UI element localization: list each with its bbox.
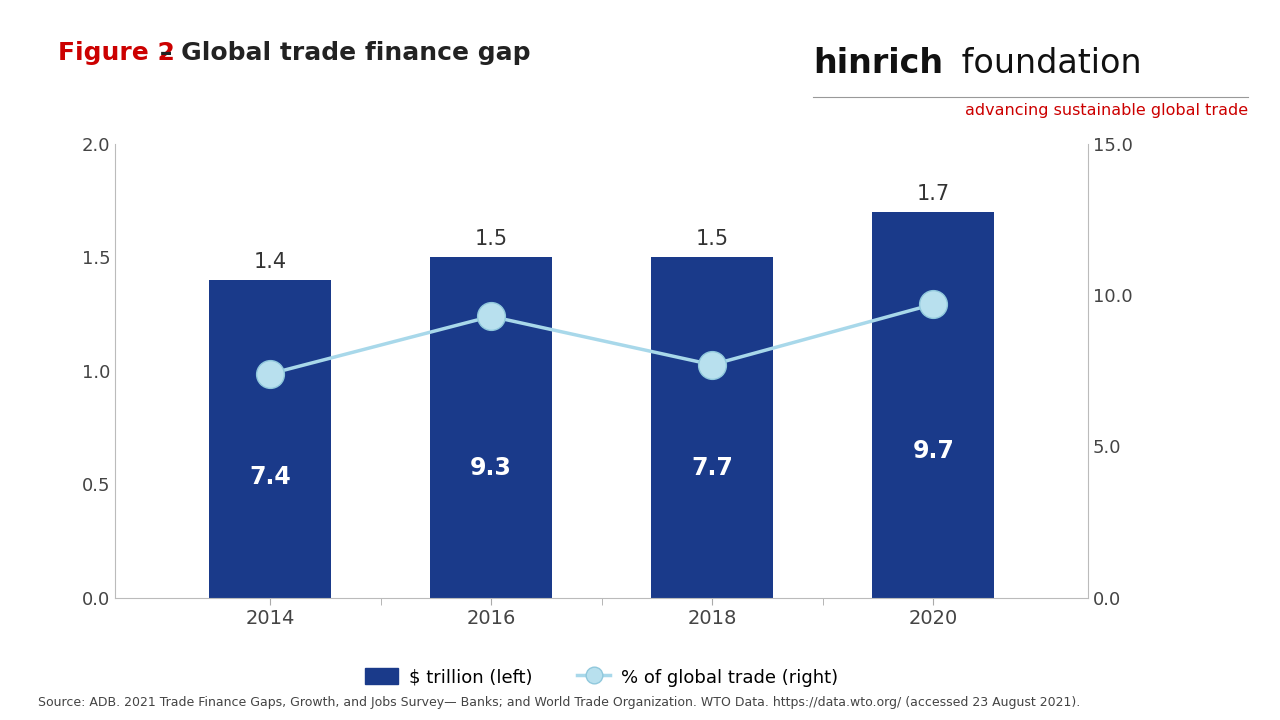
Text: 1.5: 1.5 bbox=[475, 230, 508, 249]
Text: foundation: foundation bbox=[951, 47, 1142, 80]
Text: 7.4: 7.4 bbox=[250, 465, 291, 489]
Text: 1.4: 1.4 bbox=[253, 252, 287, 272]
Bar bbox=[430, 257, 552, 598]
Text: 9.3: 9.3 bbox=[470, 456, 512, 480]
Text: 7.7: 7.7 bbox=[691, 456, 733, 480]
Text: – Global trade finance gap: – Global trade finance gap bbox=[151, 41, 530, 65]
Legend: $ trillion (left), % of global trade (right): $ trillion (left), % of global trade (ri… bbox=[358, 661, 845, 694]
Bar bbox=[652, 257, 773, 598]
Text: 1.5: 1.5 bbox=[695, 230, 728, 249]
Text: 9.7: 9.7 bbox=[913, 439, 954, 463]
Bar bbox=[873, 212, 995, 598]
Text: Figure 2: Figure 2 bbox=[58, 41, 174, 65]
Bar bbox=[209, 280, 330, 598]
Text: Source: ADB. 2021 Trade Finance Gaps, Growth, and Jobs Survey— Banks; and World : Source: ADB. 2021 Trade Finance Gaps, Gr… bbox=[38, 696, 1080, 709]
Text: hinrich: hinrich bbox=[813, 47, 943, 80]
Text: 1.7: 1.7 bbox=[916, 184, 950, 204]
Text: advancing sustainable global trade: advancing sustainable global trade bbox=[965, 103, 1248, 118]
